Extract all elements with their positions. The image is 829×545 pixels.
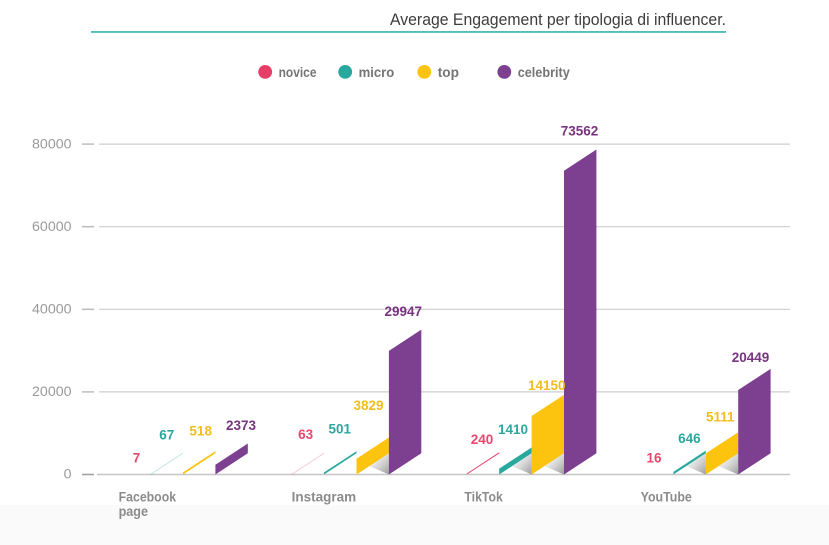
svg-text:Average Engagement per tipolog: Average Engagement per tipologia di infl… (390, 10, 726, 29)
svg-text:micro: micro (359, 64, 395, 80)
svg-text:YouTube: YouTube (641, 489, 693, 504)
svg-text:73562: 73562 (561, 123, 599, 138)
svg-text:60000: 60000 (32, 219, 72, 235)
svg-text:80000: 80000 (32, 136, 72, 152)
svg-text:67: 67 (159, 427, 174, 442)
svg-text:63: 63 (298, 427, 314, 442)
svg-text:7: 7 (133, 451, 141, 466)
svg-text:518: 518 (189, 424, 212, 439)
svg-text:5111: 5111 (706, 410, 735, 425)
svg-text:Instagram: Instagram (292, 489, 357, 504)
svg-text:Facebook: Facebook (119, 489, 177, 504)
svg-text:page: page (119, 504, 149, 519)
svg-text:646: 646 (678, 431, 701, 446)
svg-text:501: 501 (329, 422, 352, 437)
svg-text:2373: 2373 (226, 418, 257, 433)
svg-text:1410: 1410 (498, 422, 528, 437)
svg-text:top: top (438, 64, 459, 80)
svg-text:20449: 20449 (732, 350, 770, 365)
svg-text:40000: 40000 (32, 302, 72, 318)
svg-text:240: 240 (471, 432, 494, 447)
svg-text:celebrity: celebrity (518, 64, 570, 80)
svg-text:14150: 14150 (528, 378, 566, 393)
svg-text:novice: novice (279, 64, 317, 80)
svg-text:20000: 20000 (32, 384, 72, 400)
svg-text:29947: 29947 (385, 304, 423, 319)
svg-text:3829: 3829 (353, 398, 383, 413)
svg-text:0: 0 (64, 467, 72, 483)
svg-text:TikTok: TikTok (464, 489, 503, 504)
svg-text:16: 16 (646, 450, 662, 465)
